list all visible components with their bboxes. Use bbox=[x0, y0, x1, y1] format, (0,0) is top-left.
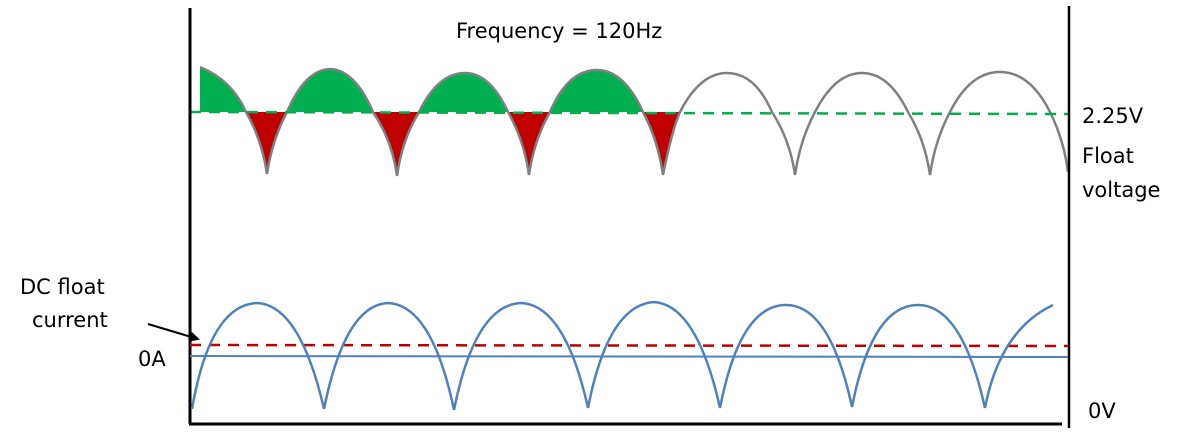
dc-float-current-arrow bbox=[147, 322, 200, 342]
below-float-region bbox=[246, 112, 287, 174]
zero-amps-label: 0A bbox=[138, 347, 166, 371]
float-voltage-label-line1: Float bbox=[1082, 144, 1134, 168]
dc-float-current-label-line2: current bbox=[32, 308, 108, 332]
dc-float-current-label-line1: DC float bbox=[20, 275, 105, 299]
below-float-region bbox=[373, 112, 419, 176]
current-waveform bbox=[190, 300, 1054, 411]
below-float-region bbox=[643, 112, 680, 175]
zero-volts-label: 0V bbox=[1088, 399, 1116, 423]
float-voltage-value-label: 2.25V bbox=[1082, 104, 1144, 128]
float-voltage-label-line2: voltage bbox=[1082, 178, 1161, 202]
zero-current-line bbox=[189, 355, 1069, 358]
above-float-region bbox=[550, 70, 643, 112]
dc-float-current-line bbox=[189, 343, 1069, 348]
above-float-region bbox=[200, 67, 246, 112]
float-voltage-line bbox=[189, 110, 1069, 116]
frequency-title: Frequency = 120Hz bbox=[456, 19, 663, 43]
voltage-waveform bbox=[199, 65, 1070, 177]
below-float-region bbox=[508, 112, 550, 175]
